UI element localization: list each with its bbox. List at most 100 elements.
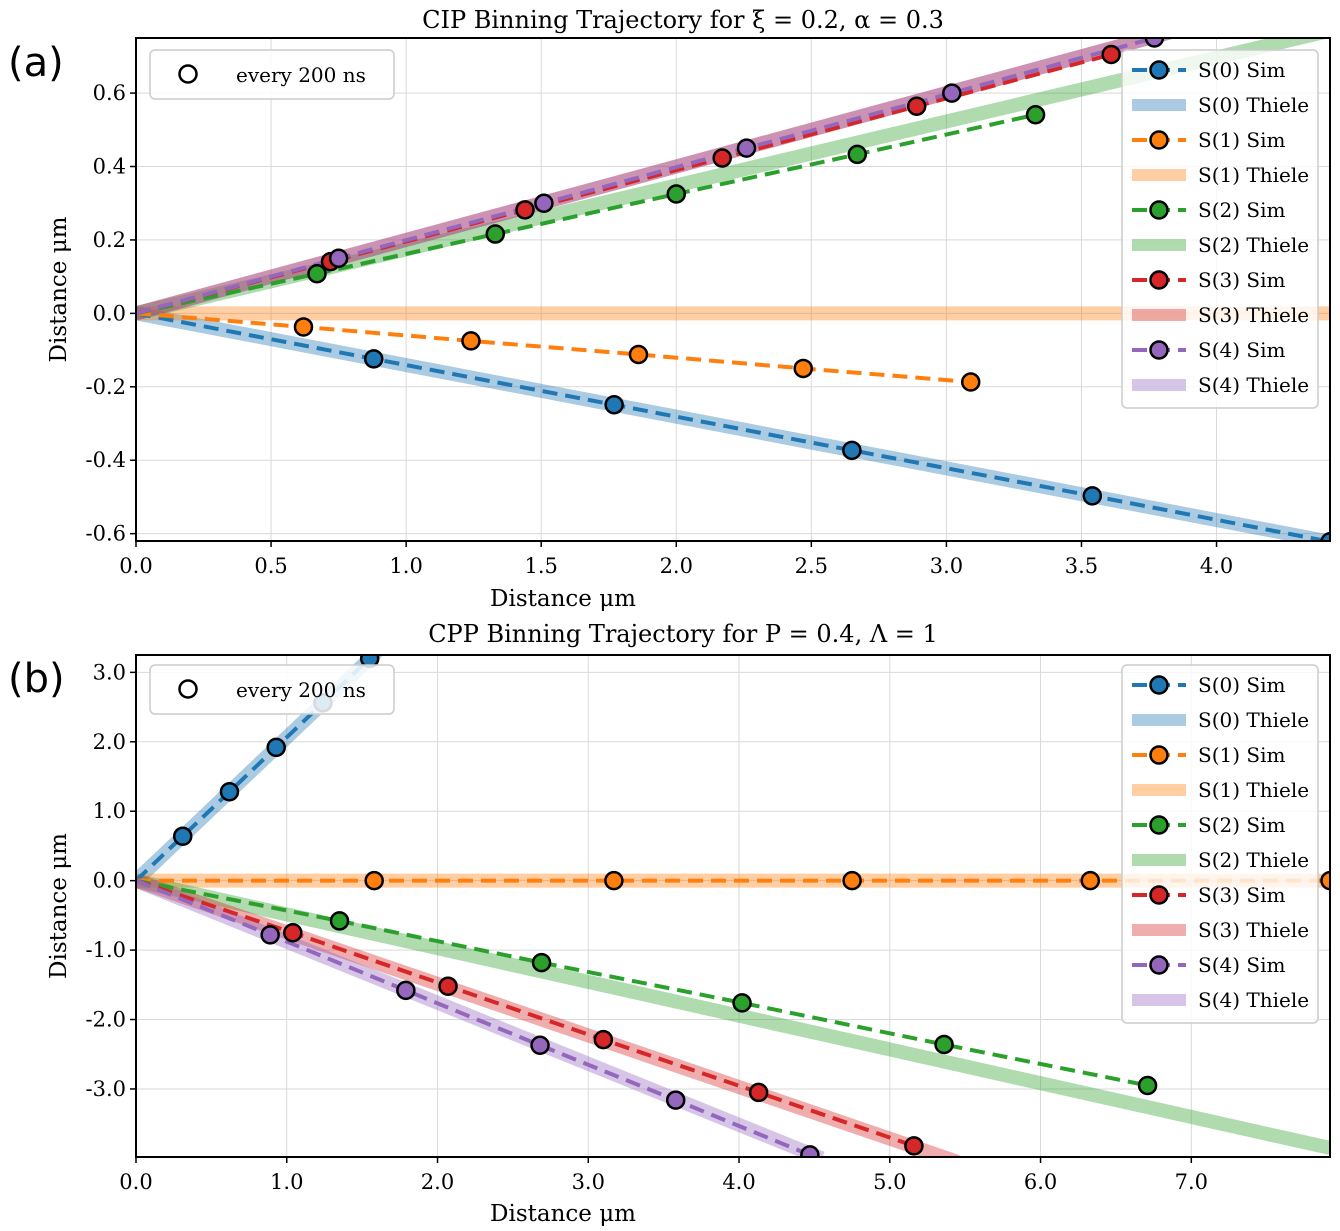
x-tick-label: 1.0: [270, 1170, 303, 1194]
sim-marker: [293, 317, 314, 337]
sim-marker: [266, 737, 286, 758]
x-tick-label: 2.5: [795, 554, 828, 578]
chart-title: CPP Binning Trajectory for P = 0.4, Λ = …: [428, 620, 938, 648]
sim-marker: [364, 870, 384, 891]
x-axis-label: Distance μm: [490, 1201, 636, 1227]
legend-handle-marker: [1149, 200, 1169, 220]
y-tick-label: 0.2: [93, 228, 126, 252]
sim-marker: [1137, 1075, 1158, 1096]
sim-marker: [1025, 104, 1046, 125]
legend-entry-label: S(2) Sim: [1198, 198, 1285, 222]
x-tick-label: 1.0: [389, 554, 422, 578]
series-legend-box: [1121, 49, 1319, 409]
legend-entry-label: S(0) Sim: [1198, 673, 1285, 697]
sim-marker: [736, 138, 757, 158]
marker-legend-icon: [178, 64, 198, 84]
sim-marker: [172, 826, 193, 846]
sim-marker: [260, 925, 280, 945]
x-tick-label: 2.0: [660, 554, 693, 578]
sim-marker: [1101, 44, 1121, 65]
legend-entry-label: S(3) Sim: [1198, 268, 1285, 292]
sim-marker: [534, 193, 554, 213]
y-tick-label: -1.0: [86, 938, 127, 962]
x-axis-label: Distance μm: [490, 586, 636, 612]
chart-title: CIP Binning Trajectory for ξ = 0.2, α = …: [422, 6, 944, 34]
y-tick-label: 0.6: [93, 81, 126, 105]
y-tick-label: -0.4: [86, 448, 127, 472]
legend-entry-label: S(3) Thiele: [1198, 918, 1309, 942]
sim-marker: [530, 1035, 550, 1055]
sim-marker: [1320, 870, 1330, 891]
axes-frame: [135, 37, 1331, 542]
sim-marker: [1320, 531, 1330, 541]
y-tick-label: 2.0: [93, 730, 126, 754]
legend-entry-label: S(4) Sim: [1198, 953, 1285, 977]
legend-entry-label: S(1) Thiele: [1198, 163, 1309, 187]
sim-marker: [960, 372, 981, 392]
y-tick-label: 1.0: [93, 799, 126, 823]
sim-marker: [219, 782, 240, 802]
sim-marker: [842, 440, 862, 461]
sim-marker: [515, 200, 535, 220]
sim-line-4: [136, 878, 1148, 1088]
panel-label: (a): [8, 40, 64, 86]
sim-marker: [847, 144, 868, 165]
sim-line-0: [136, 311, 1330, 541]
legend-entry-label: S(1) Thiele: [1198, 778, 1309, 802]
sim-marker: [307, 263, 327, 284]
sim-marker: [604, 870, 624, 891]
marker-legend-box: [149, 49, 395, 100]
x-tick-label: 7.0: [1175, 1170, 1208, 1194]
y-tick-label: 3.0: [93, 660, 126, 684]
x-tick-label: 0.0: [119, 554, 152, 578]
y-tick-label: 0.0: [93, 301, 126, 325]
legend-handle-marker: [1149, 60, 1169, 80]
legend-entry-label: S(2) Thiele: [1198, 233, 1309, 257]
legend-entry-label: S(4) Sim: [1198, 338, 1285, 362]
legend-entry-label: S(2) Sim: [1198, 813, 1285, 837]
legend-handle-marker: [1149, 745, 1169, 765]
x-tick-label: 2.0: [421, 1170, 454, 1194]
legend-entry-label: S(1) Sim: [1198, 743, 1285, 767]
legend-entry-label: S(0) Thiele: [1198, 708, 1309, 732]
sim-marker: [793, 358, 813, 379]
legend-handle-marker: [1149, 130, 1169, 150]
x-tick-label: 5.0: [873, 1170, 906, 1194]
x-tick-label: 3.0: [572, 1170, 605, 1194]
sim-marker: [712, 148, 732, 168]
sim-marker: [800, 1145, 820, 1157]
sim-line-8: [136, 878, 811, 1157]
sim-marker: [942, 83, 962, 103]
sim-marker: [283, 922, 303, 943]
sim-marker: [1144, 38, 1165, 48]
axes-frame: [135, 654, 1331, 1158]
x-tick-label: 4.0: [1200, 554, 1233, 578]
sim-marker: [363, 349, 384, 369]
marker-legend-text: every 200 ns: [236, 63, 366, 87]
y-tick-label: -0.6: [86, 522, 127, 546]
legend-handle-marker: [1149, 675, 1169, 695]
marker-legend-box: [149, 664, 395, 715]
sim-marker: [461, 331, 481, 351]
legend-entry-label: S(3) Sim: [1198, 883, 1285, 907]
panel-b: 0.0 1.0 2.0 3.0 4.0 5.0 6.0 7.0 -3.0 -2.0 -1.0 0.0 1…: [8, 620, 1331, 1227]
sim-line-8: [136, 38, 1155, 316]
sim-marker: [748, 1082, 769, 1103]
x-tick-label: 1.5: [525, 554, 558, 578]
sim-marker: [1082, 486, 1103, 506]
y-axis-label: Distance μm: [46, 216, 72, 362]
sim-marker: [904, 1136, 924, 1156]
marker-legend-text: every 200 ns: [236, 678, 366, 702]
sim-marker: [328, 248, 349, 269]
sim-marker: [666, 184, 687, 204]
y-axis-label: Distance μm: [46, 833, 72, 979]
sim-marker: [329, 911, 350, 931]
legend-handle-marker: [1149, 955, 1169, 975]
legend-entry-label: S(0) Thiele: [1198, 93, 1309, 117]
sim-line-0: [136, 657, 372, 883]
marker-legend-icon: [178, 679, 198, 699]
y-tick-label: -2.0: [86, 1008, 127, 1032]
x-tick-label: 4.0: [722, 1170, 755, 1194]
x-tick-label: 3.0: [930, 554, 963, 578]
legend-entry-label: S(2) Thiele: [1198, 848, 1309, 872]
